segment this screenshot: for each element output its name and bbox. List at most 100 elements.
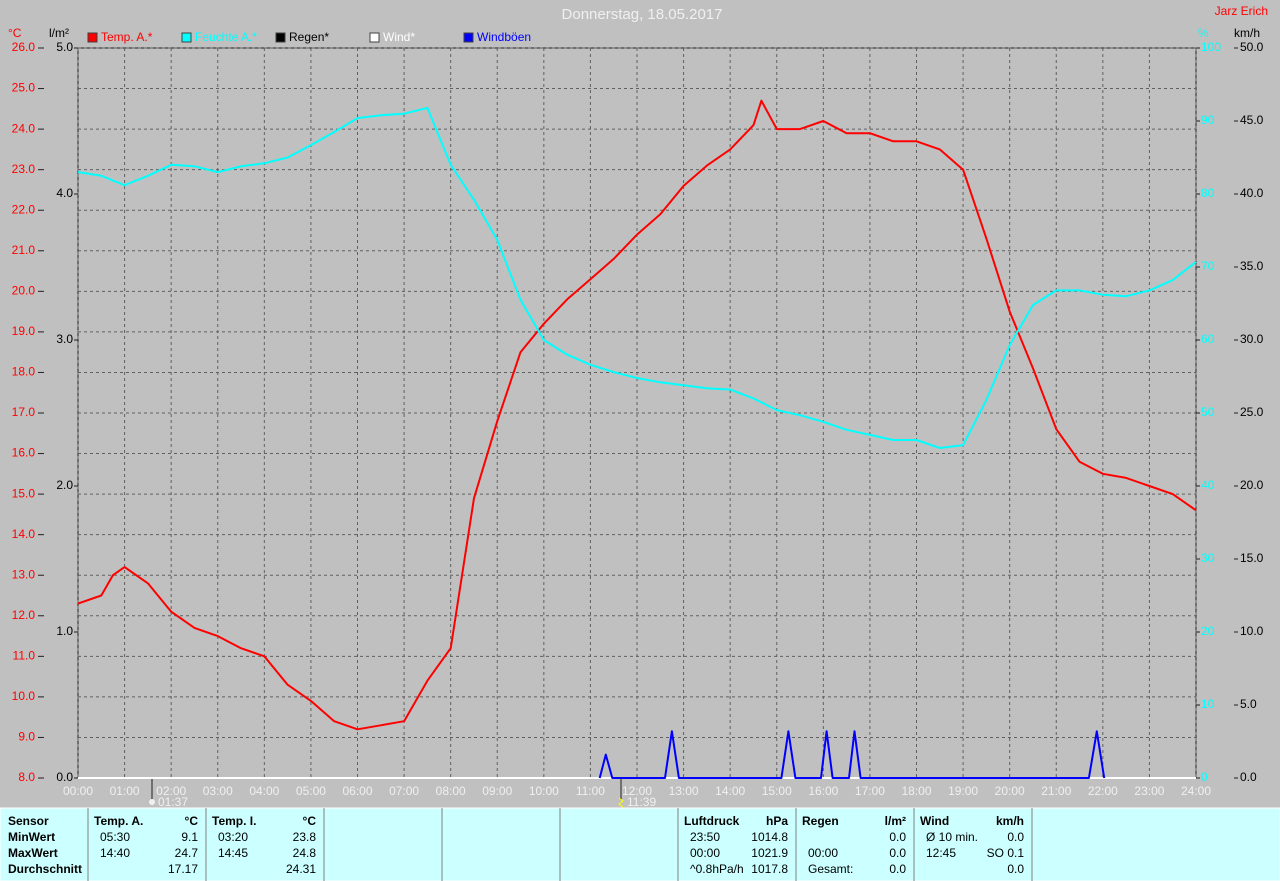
- x-tick-label: 04:00: [249, 784, 279, 798]
- cell-value: 0.0: [889, 846, 906, 860]
- y-tick-label: 9.0: [18, 730, 35, 744]
- cell-time: 00:00: [690, 846, 720, 860]
- summary-panel: [0, 807, 1280, 881]
- x-tick-label: 13:00: [669, 784, 699, 798]
- x-tick-label: 14:00: [715, 784, 745, 798]
- y-tick-label: 0: [1201, 770, 1208, 784]
- sensor-label: MaxWert: [8, 846, 58, 860]
- x-tick-label: 05:00: [296, 784, 326, 798]
- y-tick-label: 45.0: [1240, 113, 1264, 127]
- block-title: Luftdruck: [684, 814, 740, 828]
- y-tick-label: 100: [1201, 40, 1221, 54]
- y-tick-label: 11.0: [13, 649, 36, 663]
- x-tick-label: 18:00: [901, 784, 931, 798]
- y-tick-label: 60: [1201, 332, 1215, 346]
- sensor-label: Sensor: [8, 814, 49, 828]
- cell-value: 24.7: [175, 846, 199, 860]
- y-tick-label: 4.0: [56, 186, 73, 200]
- block-unit: km/h: [996, 814, 1024, 828]
- y-tick-label: 5.0: [1240, 697, 1257, 711]
- x-tick-label: 00:00: [63, 784, 93, 798]
- y-tick-label: 0.0: [1240, 770, 1257, 784]
- sensor-label: Durchschnitt: [8, 862, 82, 876]
- x-tick-label: 21:00: [1041, 784, 1071, 798]
- cell-time: 14:40: [100, 846, 130, 860]
- block-title: Wind: [920, 814, 949, 828]
- cell-time: Gesamt:: [808, 862, 853, 876]
- y-tick-label: 22.0: [12, 202, 36, 216]
- cell-value: 0.0: [889, 830, 906, 844]
- legend-label: Wind*: [383, 30, 415, 44]
- annotation: 11:39: [627, 795, 656, 809]
- x-tick-label: 03:00: [203, 784, 233, 798]
- y-tick-label: 70: [1201, 259, 1215, 273]
- x-tick-label: 16:00: [808, 784, 838, 798]
- cell-time: ^0.8hPa/h: [690, 862, 744, 876]
- block-unit: hPa: [766, 814, 788, 828]
- x-tick-label: 12:00: [622, 784, 652, 798]
- block-unit: °C: [303, 814, 317, 828]
- x-tick-label: 07:00: [389, 784, 419, 798]
- legend-label: Temp. A.*: [101, 30, 153, 44]
- annotation: 01:37: [158, 795, 188, 809]
- legend-label: Regen*: [289, 30, 329, 44]
- y-tick-label: 15.0: [12, 486, 36, 500]
- cell-time: 23:50: [690, 830, 720, 844]
- cell-value: 0.0: [1007, 862, 1024, 876]
- cell-value: 24.31: [286, 862, 316, 876]
- y-tick-label: 40.0: [1240, 186, 1264, 200]
- cell-value: 23.8: [293, 830, 317, 844]
- y-unit: °C: [8, 26, 22, 40]
- x-tick-label: 24:00: [1181, 784, 1211, 798]
- y-tick-label: 10.0: [1240, 624, 1264, 638]
- x-tick-label: 01:00: [110, 784, 140, 798]
- legend-swatch: [275, 32, 286, 43]
- y-tick-label: 8.0: [18, 770, 35, 784]
- y-tick-label: 12.0: [12, 608, 36, 622]
- cell-value: 24.8: [293, 846, 317, 860]
- x-tick-label: 11:00: [576, 784, 605, 798]
- y-tick-label: 1.0: [56, 624, 73, 638]
- series-line: [77, 99, 1197, 731]
- legend-swatch: [463, 32, 474, 43]
- legend-swatch: [87, 32, 98, 43]
- y-tick-label: 10.0: [12, 689, 36, 703]
- legend-label: Windböen: [477, 30, 531, 44]
- y-tick-label: 19.0: [12, 324, 36, 338]
- cell-value: 1014.8: [751, 830, 788, 844]
- block-unit: °C: [185, 814, 199, 828]
- cell-value: 1021.9: [751, 846, 788, 860]
- x-tick-label: 23:00: [1134, 784, 1164, 798]
- legend-label: Feuchte A.*: [195, 30, 257, 44]
- y-tick-label: 2.0: [56, 478, 73, 492]
- y-tick-label: 24.0: [12, 121, 36, 135]
- cell-value: SO 0.1: [987, 846, 1025, 860]
- y-tick-label: 90: [1201, 113, 1215, 127]
- cell-time: 14:45: [218, 846, 248, 860]
- cell-value: 9.1: [181, 830, 198, 844]
- cell-value: 17.17: [168, 862, 198, 876]
- cell-value: 1017.8: [751, 862, 788, 876]
- marker-icon: [618, 797, 624, 808]
- x-tick-label: 17:00: [855, 784, 885, 798]
- sensor-label: MinWert: [8, 830, 55, 844]
- x-tick-label: 19:00: [948, 784, 978, 798]
- x-tick-label: 06:00: [342, 784, 372, 798]
- cell-value: 0.0: [1007, 830, 1024, 844]
- y-tick-label: 26.0: [12, 40, 36, 54]
- x-tick-label: 22:00: [1088, 784, 1118, 798]
- x-tick-label: 09:00: [482, 784, 512, 798]
- cell-value: 0.0: [889, 862, 906, 876]
- y-tick-label: 25.0: [12, 81, 36, 95]
- y-tick-label: 3.0: [56, 332, 73, 346]
- y-tick-label: 14.0: [12, 527, 36, 541]
- y2-unit: %: [1198, 26, 1209, 40]
- sunrise-icon: [149, 799, 155, 805]
- y-tick-label: 13.0: [12, 567, 36, 581]
- y-tick-label: 0.0: [56, 770, 73, 784]
- y-tick-label: 20.0: [1240, 478, 1264, 492]
- y4-unit: km/h: [1234, 26, 1260, 40]
- y-tick-label: 80: [1201, 186, 1215, 200]
